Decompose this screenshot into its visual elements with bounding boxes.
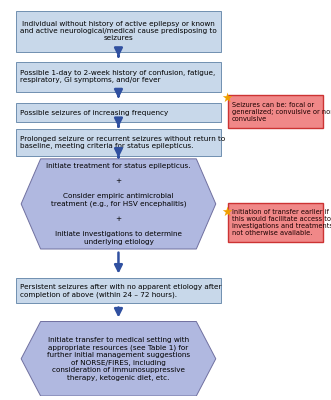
FancyBboxPatch shape [16,11,221,52]
FancyBboxPatch shape [228,95,323,128]
FancyBboxPatch shape [228,203,323,242]
Polygon shape [21,322,216,396]
Polygon shape [21,159,216,249]
Text: Individual without history of active epilepsy or known
and active neurological/m: Individual without history of active epi… [20,22,217,42]
Text: Initiate transfer to medical setting with
appropriate resources (see Table 1) fo: Initiate transfer to medical setting wit… [47,337,190,381]
Text: ★: ★ [221,206,232,219]
FancyBboxPatch shape [16,278,221,304]
Text: ★: ★ [221,92,232,104]
Text: Possible 1-day to 2-week history of confusion, fatigue,
respiratory, GI symptoms: Possible 1-day to 2-week history of conf… [20,70,215,84]
Text: Persistent seizures after with no apparent etiology after
completion of above (w: Persistent seizures after with no appare… [20,284,222,298]
Text: Seizures can be: focal or
generalized; convulsive or non-
convulsive: Seizures can be: focal or generalized; c… [232,102,331,122]
Text: Initiate treatment for status epilepticus.

+

Consider empiric antimicrobial
tr: Initiate treatment for status epilepticu… [46,163,191,245]
Text: Initiation of transfer earlier if
this would facilitate access to
investigations: Initiation of transfer earlier if this w… [232,209,331,236]
FancyBboxPatch shape [16,129,221,156]
FancyBboxPatch shape [16,103,221,122]
Text: Prolonged seizure or recurrent seizures without return to
baseline, meeting crit: Prolonged seizure or recurrent seizures … [20,136,225,149]
Text: Possible seizures of increasing frequency: Possible seizures of increasing frequenc… [20,110,168,116]
FancyBboxPatch shape [16,62,221,92]
